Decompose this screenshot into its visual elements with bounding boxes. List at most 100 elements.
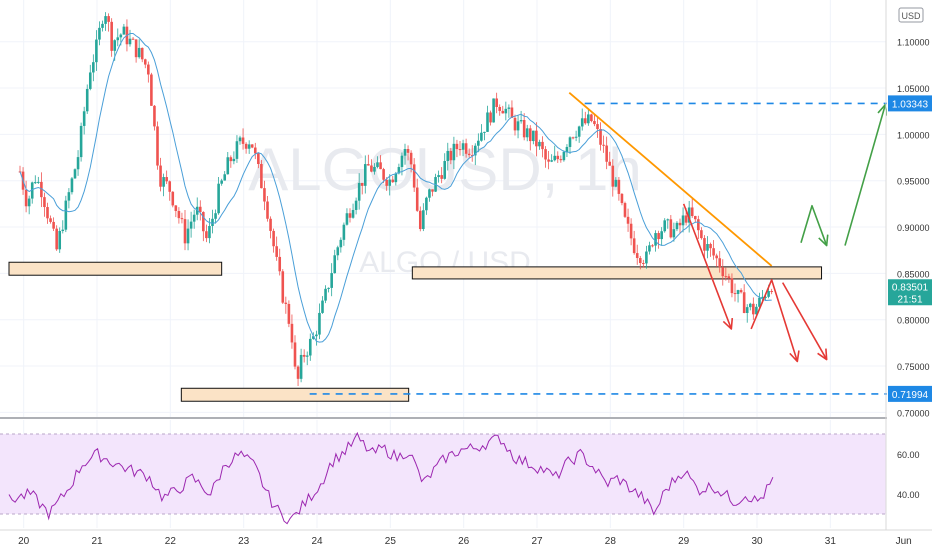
time-axis[interactable]: 20 21 22 23 24 25 26 27 28 29 30 31 Jun [0, 529, 932, 547]
candle-body [422, 210, 425, 230]
bullish-arrow-head [818, 234, 829, 247]
support-zone[interactable] [411, 266, 823, 280]
candle-body [748, 303, 752, 308]
candle-body [52, 221, 55, 229]
candle-body [409, 152, 413, 165]
candle-body [638, 258, 642, 264]
candle-body [483, 131, 486, 133]
rsi-tick-label: 60.00 [897, 450, 920, 460]
candle-body [458, 149, 462, 151]
candle-body [82, 111, 86, 126]
currency-badge[interactable]: USD [898, 7, 924, 23]
candle-body [608, 161, 612, 166]
level-tag-background [888, 95, 932, 112]
candle-body [507, 107, 511, 109]
candle-body [541, 141, 544, 150]
candle-body [367, 164, 370, 166]
candle-body [510, 107, 514, 118]
support-zone[interactable] [8, 261, 223, 276]
candle-body [440, 175, 443, 179]
candle-body [736, 290, 740, 295]
candle-body [437, 175, 440, 178]
candle-body [131, 38, 135, 40]
candle-body [516, 121, 520, 131]
candle-body [220, 180, 223, 184]
candle-body [67, 192, 71, 201]
time-tick-label: 26 [458, 536, 470, 547]
level-tag-background [888, 385, 932, 402]
candle-body [489, 112, 492, 123]
candle-body [88, 72, 92, 89]
bullish-arrow[interactable] [844, 104, 887, 246]
dashed-levels[interactable] [309, 102, 892, 395]
candle-body [363, 164, 367, 186]
candle-body [406, 149, 410, 153]
candle-body [104, 16, 107, 24]
candle-body [336, 247, 340, 256]
descending-trendline[interactable] [568, 91, 773, 267]
candle-body [165, 177, 168, 182]
bearish-arrow[interactable] [781, 282, 828, 360]
candle-body [272, 230, 275, 247]
candle-body [189, 221, 193, 229]
candle-body [571, 137, 575, 139]
support-zone[interactable] [180, 387, 410, 402]
candle-body [30, 182, 34, 199]
support-zones[interactable] [8, 261, 823, 402]
candle-body [174, 205, 178, 211]
price-tick-label: 1.10000 [897, 38, 930, 48]
price-tick-label: 0.95000 [897, 177, 930, 187]
candle-body [333, 255, 337, 274]
candle-body [180, 218, 184, 220]
x-gridlines [23, 0, 905, 417]
candle-body [153, 105, 156, 127]
candle-body [651, 245, 654, 247]
bearish-arrow[interactable] [682, 203, 733, 330]
candle-body [742, 292, 746, 314]
candle-body [318, 312, 321, 335]
candle-body [354, 200, 358, 210]
candle-body [535, 130, 538, 147]
candle-body [709, 244, 712, 249]
candle-body [159, 165, 162, 187]
candle-body [767, 291, 770, 297]
candle-body [602, 144, 605, 146]
candle-body [308, 338, 312, 356]
price-axis[interactable]: 1.10000 1.05000 1.00000 0.95000 0.90000 0.850… [885, 0, 932, 530]
candle-body [113, 40, 117, 51]
price-tick-label: 0.70000 [897, 408, 930, 418]
time-tick-label: 30 [751, 536, 763, 547]
candle-body [260, 164, 263, 189]
candle-body [348, 213, 352, 218]
candle-body [373, 166, 376, 172]
currency-label: USD [901, 11, 921, 21]
bullish-projection-arrows[interactable] [800, 103, 888, 247]
candle-body [495, 98, 498, 107]
main-pane[interactable]: ALGOUSD, 1h ALGO / USD [0, 0, 905, 417]
candle-body [599, 129, 602, 145]
bullish-arrow[interactable] [800, 204, 828, 246]
rsi-pane[interactable] [0, 420, 905, 528]
bearish-arrow[interactable] [750, 279, 799, 362]
time-tick-labels: 20 21 22 23 24 25 26 27 28 29 30 31 Jun [18, 536, 912, 547]
candle-body [626, 216, 630, 224]
price-tick-label: 1.05000 [897, 84, 930, 94]
candle-body [110, 21, 113, 51]
candle-body [211, 218, 214, 226]
candle-body [730, 278, 734, 294]
candle-body [183, 219, 187, 244]
candle-body [642, 263, 645, 265]
candle-body [266, 201, 269, 219]
candle-body [40, 181, 43, 198]
candle-body [101, 23, 104, 28]
candle-body [605, 145, 608, 162]
candle-body [134, 39, 138, 58]
moving-average-line [19, 33, 772, 343]
candle-body [24, 189, 28, 207]
bearish-projection-arrows[interactable] [682, 203, 828, 363]
candle-body [596, 124, 599, 130]
time-tick-label: 24 [311, 536, 323, 547]
candle-body [700, 230, 703, 239]
price-tick-labels: 1.10000 1.05000 1.00000 0.95000 0.90000 0.850… [897, 38, 930, 419]
